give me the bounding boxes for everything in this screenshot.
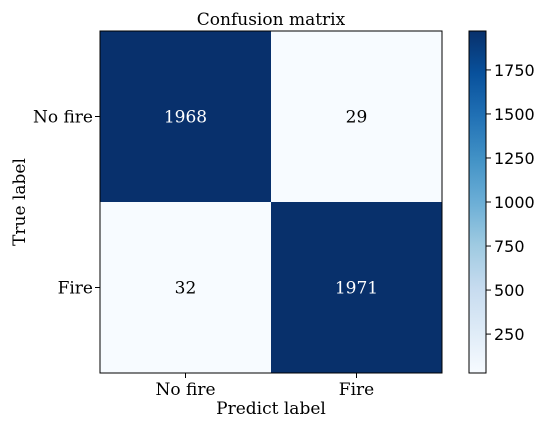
matrix-cell bbox=[271, 202, 442, 373]
matrix-cells bbox=[100, 31, 442, 373]
colorbar-tick-label: 1000 bbox=[494, 193, 535, 212]
colorbar bbox=[468, 30, 487, 374]
x-tick-label: No fire bbox=[155, 380, 215, 400]
y-axis-label: True label bbox=[10, 158, 30, 246]
matrix-cell-value: 32 bbox=[175, 279, 197, 299]
matrix-frame bbox=[99, 30, 443, 374]
matrix-cell-value: 1971 bbox=[335, 279, 378, 299]
matrix-cell bbox=[271, 31, 442, 202]
colorbar-tick-label: 1750 bbox=[494, 61, 535, 80]
y-tick-label: No fire bbox=[33, 108, 93, 128]
matrix-cell-value: 1968 bbox=[164, 108, 207, 128]
colorbar-tick-label: 750 bbox=[494, 237, 525, 256]
colorbar-tick-label: 1500 bbox=[494, 105, 535, 124]
colorbar-tick-label: 1250 bbox=[494, 149, 535, 168]
x-axis-label: Predict label bbox=[216, 399, 326, 419]
matrix-cell bbox=[100, 202, 271, 373]
x-tick-label: Fire bbox=[339, 380, 374, 400]
colorbar-tick-label: 500 bbox=[494, 281, 525, 300]
matrix-cell-value: 29 bbox=[346, 108, 368, 128]
y-axis-ticks: No fire Fire bbox=[33, 108, 100, 299]
colorbar-tick-label: 250 bbox=[494, 325, 525, 344]
x-axis-ticks: No fire Fire bbox=[155, 373, 374, 400]
colorbar-ticks: 250 500 750 1000 1250 1500 1750 bbox=[486, 61, 535, 344]
matrix-cell-labels: 1968 29 32 1971 bbox=[164, 108, 378, 299]
matrix-cell bbox=[100, 31, 271, 202]
y-tick-label: Fire bbox=[58, 279, 93, 299]
chart-title: Confusion matrix bbox=[197, 10, 346, 30]
